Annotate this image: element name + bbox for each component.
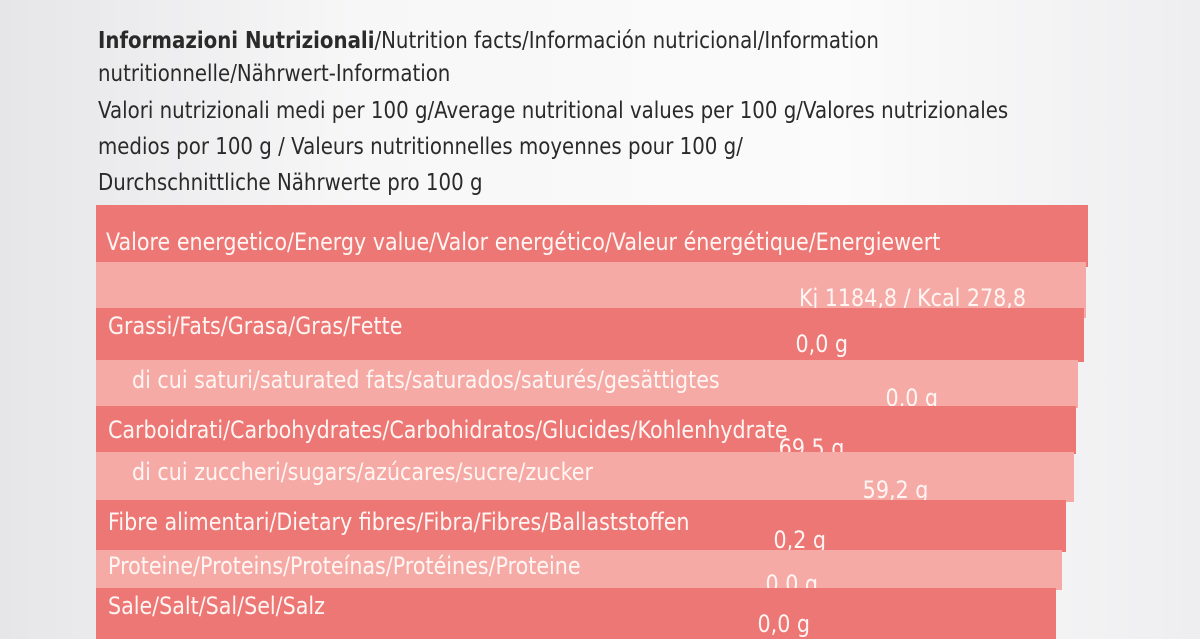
header-title: Informazioni Nutrizionali: [98, 28, 375, 54]
header-line: Informazioni Nutrizionali/Nutrition fact…: [98, 30, 879, 53]
table-row: Proteine/Proteins/Proteínas/Protéines/Pr…: [96, 550, 1062, 596]
row-label: Proteine/Proteins/Proteínas/Protéines/Pr…: [108, 552, 581, 580]
table-row: Sale/Salt/Sal/Sel/Salz 0,0 g: [96, 588, 1056, 639]
row-label: Valore energetico/Energy value/Valor ene…: [106, 228, 941, 256]
header-line: Valori nutrizionali medi per 100 g/Avera…: [98, 100, 1008, 123]
table-row: di cui zuccheri/sugars/azúcares/sucre/zu…: [96, 452, 1074, 502]
header-text: Durchschnittliche Nährwerte pro 100 g: [98, 170, 483, 196]
header-text: nutritionnelle/Nährwert-Information: [98, 61, 451, 87]
row-value: 59,2 g: [862, 476, 928, 504]
row-value: 0,0 g: [757, 610, 810, 638]
header-text: /Nutrition facts/Información nutricional…: [374, 28, 879, 54]
header-line: medios por 100 g / Valeurs nutritionnell…: [98, 136, 743, 159]
header-text: Valori nutrizionali medi per 100 g/Avera…: [98, 98, 1009, 124]
table-row: Valore energetico/Energy value/Valor ene…: [96, 205, 1088, 267]
table-row: Carboidrati/Carbohydrates/Carbohidratos/…: [96, 406, 1076, 460]
row-label: Fibre alimentari/Dietary fibres/Fibra/Fi…: [108, 508, 690, 536]
row-label: Grassi/Fats/Grasa/Gras/Fette: [108, 312, 403, 340]
header-line: Durchschnittliche Nährwerte pro 100 g: [98, 172, 483, 195]
row-value: 0,0 g: [795, 330, 848, 358]
header-line: nutritionnelle/Nährwert-Information: [98, 63, 450, 86]
header-text: medios por 100 g / Valeurs nutritionnell…: [98, 134, 743, 160]
table-row: Fibre alimentari/Dietary fibres/Fibra/Fi…: [96, 500, 1066, 552]
row-label: Carboidrati/Carbohydrates/Carbohidratos/…: [108, 416, 788, 444]
row-label: Sale/Salt/Sal/Sel/Salz: [108, 592, 325, 620]
table-row: di cui saturi/saturated fats/saturados/s…: [96, 360, 1078, 410]
table-row: Grassi/Fats/Grasa/Gras/Fette 0,0 g: [96, 308, 1084, 362]
row-value: Kj 1184,8 / Kcal 278,8: [798, 284, 1026, 312]
row-value: 0,2 g: [773, 526, 826, 554]
row-label: di cui zuccheri/sugars/azúcares/sucre/zu…: [132, 458, 594, 486]
row-label: di cui saturi/saturated fats/saturados/s…: [132, 366, 720, 394]
